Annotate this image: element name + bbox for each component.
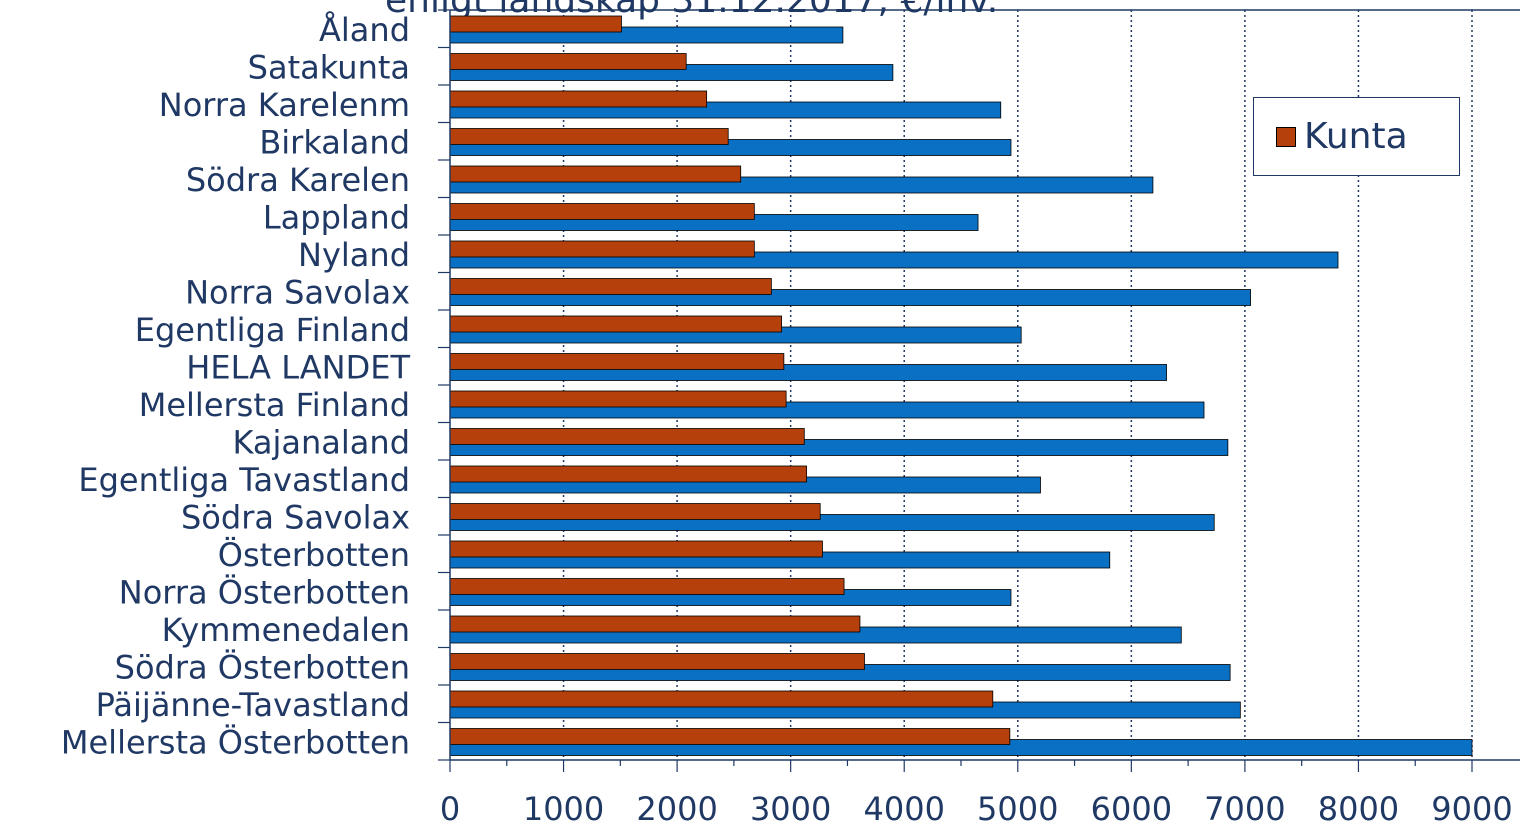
category-label: Egentliga Finland bbox=[135, 311, 410, 349]
category-label: Åland bbox=[319, 11, 410, 49]
category-label: Egentliga Tavastland bbox=[78, 461, 410, 499]
bar-kunta bbox=[449, 615, 861, 633]
bar-kunta bbox=[449, 390, 787, 408]
category-label: Mellersta Österbotten bbox=[61, 724, 410, 762]
legend-swatch-kunta bbox=[1276, 126, 1296, 147]
category-label: Mellersta Finland bbox=[139, 386, 410, 424]
bar-kunta bbox=[449, 428, 805, 445]
axes bbox=[438, 9, 1520, 772]
bar-kunta bbox=[449, 540, 823, 558]
bar-kunta bbox=[449, 90, 708, 108]
category-label: Norra Savolax bbox=[185, 274, 410, 312]
category-label: Södra Karelen bbox=[186, 161, 410, 199]
category-label: Österbotten bbox=[218, 536, 410, 574]
category-label: Södra Österbotten bbox=[115, 649, 410, 687]
bars bbox=[449, 15, 1473, 756]
category-label: Norra Österbotten bbox=[119, 574, 410, 612]
legend-label-kunta: Kunta bbox=[1304, 116, 1408, 157]
category-label: Kajanaland bbox=[232, 424, 410, 462]
x-tick-label: 5000 bbox=[977, 790, 1058, 825]
bar-kunta bbox=[449, 728, 1011, 745]
legend: Kunta bbox=[1253, 97, 1460, 176]
category-label: Lappland bbox=[263, 199, 410, 237]
bar-kunta bbox=[449, 578, 845, 595]
category-label: Kymmenedalen bbox=[162, 611, 410, 649]
bar-kunta bbox=[449, 128, 729, 145]
x-tick-label: 1000 bbox=[523, 790, 604, 825]
bar-kunta bbox=[449, 15, 622, 33]
category-label: Satakunta bbox=[248, 49, 410, 87]
bar-kunta bbox=[449, 353, 785, 370]
category-label: Päijänne-Tavastland bbox=[96, 686, 410, 724]
tick-labels: 0 1000 2000 3000 4000 5000 6000 7000 8000 9000 bbox=[440, 790, 1513, 825]
bar-kunta bbox=[449, 165, 742, 183]
bar-kunta bbox=[449, 465, 807, 483]
bar-kunta bbox=[449, 690, 994, 708]
bar-kunta bbox=[449, 653, 865, 670]
category-label: Nyland bbox=[298, 236, 410, 274]
x-tick-label: 4000 bbox=[864, 790, 945, 825]
bar-kunta bbox=[449, 240, 755, 258]
category-label: Norra Karelenm bbox=[159, 86, 410, 124]
bar-kunta bbox=[449, 315, 782, 333]
bar-kunta bbox=[449, 53, 687, 70]
x-tick-label: 6000 bbox=[1091, 790, 1172, 825]
x-tick-label: 8000 bbox=[1318, 790, 1399, 825]
x-tick-label: 0 bbox=[440, 790, 460, 825]
bar-kunta bbox=[449, 278, 772, 295]
bar-kunta bbox=[449, 503, 821, 520]
x-tick-label: 3000 bbox=[750, 790, 831, 825]
category-label: Birkaland bbox=[259, 124, 410, 162]
x-tick-label: 2000 bbox=[636, 790, 717, 825]
category-label: HELA LANDET bbox=[186, 349, 410, 387]
x-tick-label: 9000 bbox=[1431, 790, 1512, 825]
category-label: Södra Savolax bbox=[181, 499, 410, 537]
bar-kunta bbox=[449, 203, 755, 220]
x-tick-label: 7000 bbox=[1204, 790, 1285, 825]
